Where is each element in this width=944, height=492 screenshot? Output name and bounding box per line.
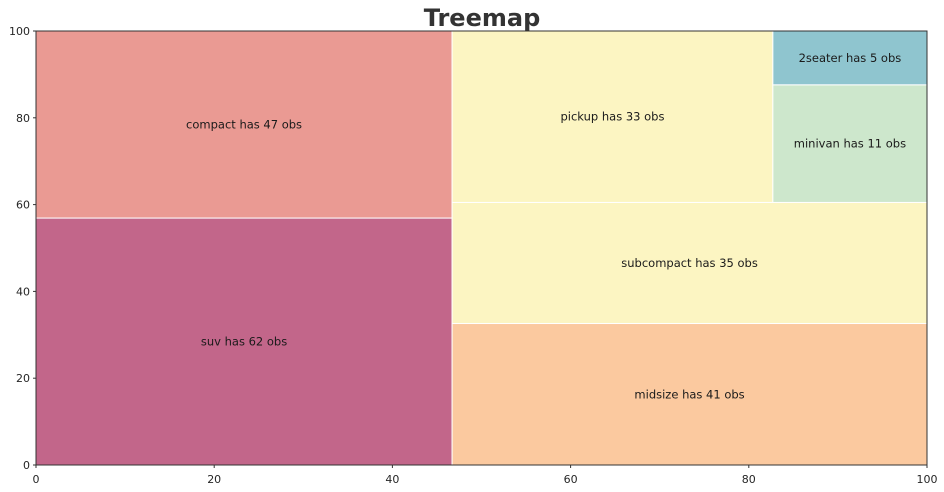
x-tick-label: 20 <box>207 473 221 486</box>
treemap-label-subcompact: subcompact has 35 obs <box>621 256 758 270</box>
x-tick-label: 60 <box>564 473 578 486</box>
y-tick-label: 20 <box>16 372 30 385</box>
y-tick-label: 0 <box>23 459 30 472</box>
treemap-cells <box>35 30 928 466</box>
treemap-cell-pickup <box>451 30 774 203</box>
treemap-labels: suv has 62 obs compact has 47 obs midsize … <box>186 51 906 401</box>
treemap-label-2seater: 2seater has 5 obs <box>799 51 902 65</box>
y-tick-label: 40 <box>16 285 30 298</box>
plot-frame <box>35 30 928 466</box>
treemap-label-midsize: midsize has 41 obs <box>634 387 744 401</box>
y-tick-label: 100 <box>9 25 30 38</box>
treemap-label-minivan: minivan has 11 obs <box>794 137 906 151</box>
chart-title: Treemap <box>424 4 541 32</box>
treemap-label-compact: compact has 47 obs <box>186 118 302 132</box>
y-tick-label: 80 <box>16 112 30 125</box>
treemap-cell-compact <box>35 30 453 219</box>
x-tick-label: 100 <box>917 473 938 486</box>
treemap-cell-minivan <box>772 84 928 203</box>
x-tick-label: 80 <box>742 473 756 486</box>
y-tick-label: 60 <box>16 199 30 212</box>
treemap-label-pickup: pickup has 33 obs <box>560 110 664 124</box>
y-axis: 0 20 40 60 80 100 <box>9 25 36 472</box>
treemap-label-suv: suv has 62 obs <box>201 335 287 349</box>
x-tick-label: 40 <box>385 473 399 486</box>
treemap-cell-2seater <box>772 30 928 86</box>
treemap-cell-subcompact <box>451 201 928 325</box>
x-axis: 0 20 40 60 80 100 <box>33 465 938 486</box>
x-tick-label: 0 <box>33 473 40 486</box>
treemap-cell-suv <box>35 217 453 466</box>
